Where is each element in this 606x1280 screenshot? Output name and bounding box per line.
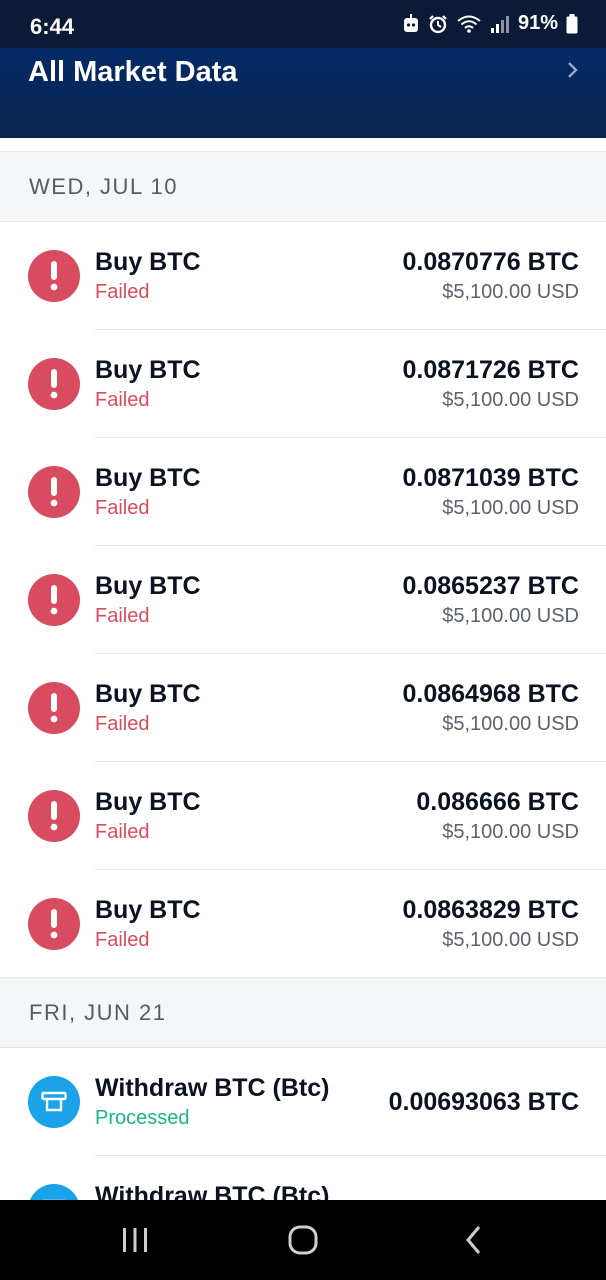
transaction-status: Failed [95,605,150,627]
withdraw-tray-icon [28,1184,80,1200]
transaction-row[interactable]: Buy BTC Failed 0.0863829 BTC $5,100.00 U… [0,870,606,978]
row-divider [95,1155,606,1156]
market-data-header[interactable]: All Market Data [0,48,606,138]
transaction-fiat-value: $5,100.00 USD [442,497,579,519]
transaction-title: Buy BTC [95,572,201,600]
row-divider [95,329,606,330]
transaction-amount: 0.0864968 BTC [402,680,579,708]
transaction-status: Failed [95,281,150,303]
chevron-right-icon[interactable] [566,60,580,80]
transaction-status: Failed [95,821,150,843]
transaction-fiat-value: $5,100.00 USD [442,389,579,411]
transaction-fiat-value: $5,100.00 USD [442,821,579,843]
exclamation-icon [28,358,80,410]
status-bar: 6:44 91% [0,0,606,48]
exclamation-icon [28,898,80,950]
row-divider [95,545,606,546]
header-title: All Market Data [28,56,238,88]
status-time: 6:44 [30,14,75,39]
exclamation-icon [28,574,80,626]
back-icon[interactable] [454,1220,494,1260]
transaction-row[interactable]: Buy BTC Failed 0.0865237 BTC $5,100.00 U… [0,546,606,654]
transaction-title: Buy BTC [95,356,201,384]
transaction-title: Buy BTC [95,680,201,708]
section-date: FRI, JUN 21 [29,999,167,1025]
exclamation-icon [28,790,80,842]
exclamation-icon [28,682,80,734]
transaction-row[interactable]: Buy BTC Failed 0.0871039 BTC $5,100.00 U… [0,438,606,546]
transaction-amount: 0.0870776 BTC [402,248,579,276]
transaction-list[interactable]: WED, JUL 10 Buy BTC Failed 0.0870776 BTC… [0,152,606,1200]
signal-icon [490,15,509,33]
status-icons: 91% [402,12,578,35]
robot-notification-icon [403,13,418,32]
transaction-title: Withdraw BTC (Btc) [95,1074,330,1102]
transaction-row[interactable]: Buy BTC Failed 0.086666 BTC $5,100.00 US… [0,762,606,870]
row-divider [95,653,606,654]
transaction-row[interactable]: Withdraw BTC (Btc) [0,1156,606,1200]
section-date: WED, JUL 10 [29,173,178,199]
battery-icon [566,13,578,33]
battery-percent: 91% [517,12,558,34]
transaction-row[interactable]: Buy BTC Failed 0.0870776 BTC $5,100.00 U… [0,222,606,330]
transaction-title: Buy BTC [95,464,201,492]
alarm-icon [429,14,447,33]
row-divider [0,977,606,978]
date-section-header: WED, JUL 10 [0,152,606,222]
date-section-header: FRI, JUN 21 [0,978,606,1048]
transaction-status: Failed [95,713,150,735]
wifi-icon [457,15,481,33]
withdraw-tray-icon [28,1076,80,1128]
transaction-fiat-value: $5,100.00 USD [442,605,579,627]
exclamation-icon [28,250,80,302]
transaction-title: Buy BTC [95,896,201,924]
transaction-row[interactable]: Withdraw BTC (Btc) Processed 0.00693063 … [0,1048,606,1156]
transaction-status: Processed [95,1107,190,1129]
transaction-title: Buy BTC [95,788,201,816]
transaction-row[interactable]: Buy BTC Failed 0.0864968 BTC $5,100.00 U… [0,654,606,762]
transaction-status: Failed [95,497,150,519]
transaction-amount: 0.086666 BTC [416,788,579,816]
transaction-amount: 0.0871726 BTC [402,356,579,384]
transaction-status: Failed [95,929,150,951]
system-nav-bar [0,1200,606,1280]
row-divider [95,437,606,438]
header-spacer [0,138,606,152]
transaction-fiat-value: $5,100.00 USD [442,281,579,303]
recent-apps-icon[interactable] [115,1220,155,1260]
transaction-title: Withdraw BTC (Btc) [95,1182,330,1200]
row-divider [95,761,606,762]
transaction-row[interactable]: Buy BTC Failed 0.0871726 BTC $5,100.00 U… [0,330,606,438]
home-icon[interactable] [283,1220,323,1260]
transaction-amount: 0.00693063 BTC [388,1088,579,1116]
transaction-title: Buy BTC [95,248,201,276]
transaction-fiat-value: $5,100.00 USD [442,929,579,951]
transaction-status: Failed [95,389,150,411]
exclamation-icon [28,466,80,518]
transaction-amount: 0.0865237 BTC [402,572,579,600]
transaction-fiat-value: $5,100.00 USD [442,713,579,735]
row-divider [95,869,606,870]
transaction-amount: 0.0871039 BTC [402,464,579,492]
transaction-amount: 0.0863829 BTC [402,896,579,924]
